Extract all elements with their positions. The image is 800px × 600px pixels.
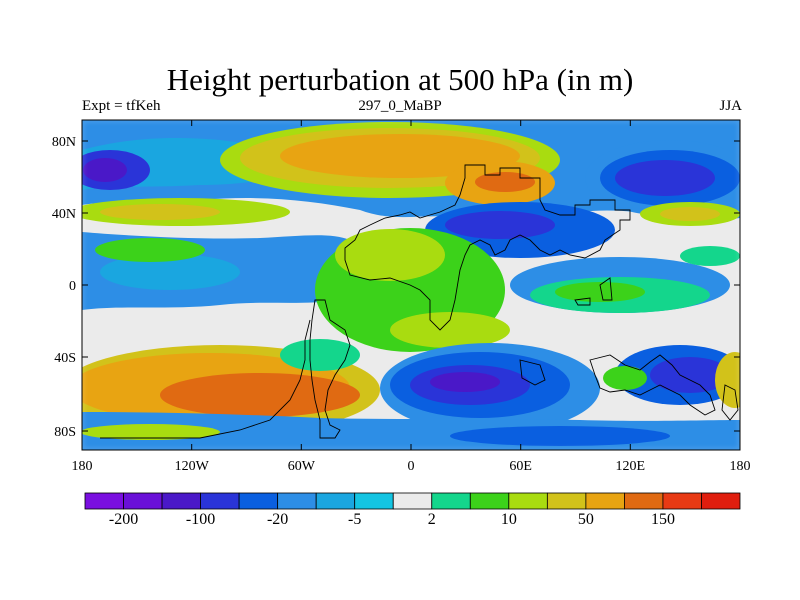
colorbar-swatch [238, 492, 279, 510]
x-tick-label: 60E [509, 459, 532, 474]
field-tropic-west-cyan [100, 254, 240, 290]
field-tropic-east-2 [680, 246, 740, 266]
field-africa-south [390, 312, 510, 348]
experiment-label: Expt = tfKeh [82, 98, 161, 114]
field-40n-east-core [660, 207, 720, 221]
colorbar-label: -20 [267, 511, 288, 528]
colorbar-label: 50 [578, 511, 594, 528]
field-far-south-blue [450, 426, 670, 446]
field-low-west-core [83, 158, 127, 182]
field-south-ridge-3 [160, 373, 360, 417]
colorbar-label: -5 [348, 511, 361, 528]
field-south-teal [280, 339, 360, 371]
y-tick-label: 40N [52, 207, 76, 222]
colorbar-swatch [585, 492, 625, 510]
colorbar-swatch [315, 492, 356, 510]
colorbar-swatch [469, 492, 510, 510]
colorbar-label: 10 [501, 511, 517, 528]
field-low-asia-2 [445, 211, 555, 239]
colorbar-label: 2 [428, 511, 436, 528]
colorbar-swatch [701, 492, 741, 510]
x-tick-label: 180 [72, 459, 93, 474]
field-far-south-yellow [82, 424, 220, 440]
colorbar-label: 150 [651, 511, 675, 528]
colorbar-swatch [123, 492, 163, 510]
field-tropic-green [95, 238, 205, 262]
field-low-east-3 [615, 160, 715, 196]
colorbar-swatch [392, 492, 433, 510]
map-panel [82, 120, 740, 450]
x-tick-label: 180 [730, 459, 751, 474]
colorbar-swatch [431, 492, 471, 510]
field-40n-west-core [100, 204, 220, 220]
colorbar-swatch [354, 492, 394, 510]
field-south-low-core [430, 372, 500, 392]
run-label: 297_0_MaBP [358, 98, 442, 114]
colorbar-swatch [161, 492, 201, 510]
field-high-north-3 [280, 134, 520, 178]
x-tick-label: 120E [616, 459, 646, 474]
colorbar-swatch [200, 492, 240, 510]
colorbar-swatch [508, 492, 548, 510]
field-tropic-east-green [555, 282, 645, 302]
colorbar-swatch [662, 492, 702, 510]
axis-ticks: 180 120W 60W 0 60E 120E 180 80N 40N 0 40S 80S [52, 120, 751, 474]
field-sp-ridge [715, 352, 740, 408]
y-tick-label: 80N [52, 135, 76, 150]
y-tick-label: 40S [54, 351, 76, 366]
colorbar-swatch [84, 492, 124, 510]
y-tick-label: 0 [69, 279, 76, 294]
season-label: JJA [719, 98, 742, 114]
x-tick-label: 0 [408, 459, 415, 474]
colorbar-label: -200 [109, 511, 138, 528]
x-tick-label: 120W [175, 459, 210, 474]
colorbar-swatch [624, 492, 664, 510]
coastlines [100, 164, 739, 439]
field-sp-low-core [650, 357, 730, 393]
map-title: Height perturbation at 500 hPa (in m) [166, 62, 634, 97]
colorbar: -200 -100 -20 -5 2 10 50 150 [84, 492, 741, 528]
x-tick-label: 60W [288, 459, 316, 474]
field-sp-green [603, 366, 647, 390]
y-tick-label: 80S [54, 425, 76, 440]
colorbar-swatch [277, 492, 317, 510]
field-high-asia-core [475, 172, 535, 192]
colorbar-label: -100 [186, 511, 215, 528]
field-africa-yellow [335, 229, 445, 281]
colorbar-swatch [546, 492, 587, 510]
